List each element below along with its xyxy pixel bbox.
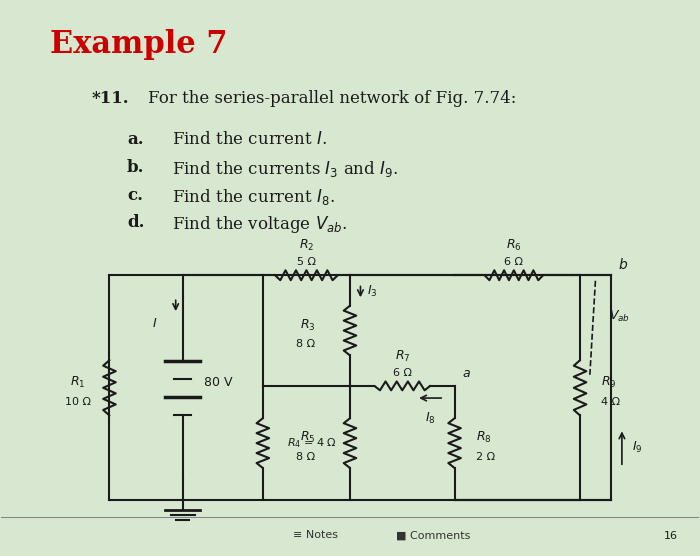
Text: $R_6$: $R_6$	[506, 238, 522, 253]
Text: $R_7$: $R_7$	[395, 349, 410, 364]
Text: $R_2$: $R_2$	[299, 238, 314, 253]
Text: Find the voltage $V_{ab}$.: Find the voltage $V_{ab}$.	[172, 215, 347, 235]
Text: b.: b.	[127, 159, 144, 176]
Text: 80 V: 80 V	[204, 376, 232, 389]
Text: 6 Ω: 6 Ω	[393, 368, 412, 378]
Text: $R_5$: $R_5$	[300, 430, 315, 445]
Text: $I_8$: $I_8$	[425, 411, 435, 426]
Text: $R_3$: $R_3$	[300, 317, 315, 332]
Text: $R_9$: $R_9$	[601, 375, 617, 390]
Text: $I$: $I$	[152, 317, 158, 330]
Text: 8 Ω: 8 Ω	[296, 452, 315, 462]
Text: Find the current $I$.: Find the current $I$.	[172, 131, 328, 148]
Text: $a$: $a$	[461, 368, 470, 380]
Text: Find the currents $I_3$ and $I_9$.: Find the currents $I_3$ and $I_9$.	[172, 159, 398, 179]
Text: ≡ Notes: ≡ Notes	[293, 530, 337, 540]
Text: Example 7: Example 7	[50, 29, 228, 60]
Text: $I_3$: $I_3$	[368, 284, 378, 299]
Text: 4 Ω: 4 Ω	[601, 396, 620, 406]
Text: $R_4$ = 4 Ω: $R_4$ = 4 Ω	[287, 436, 337, 450]
Text: $R_8$: $R_8$	[475, 430, 491, 445]
Text: Find the current $I_8$.: Find the current $I_8$.	[172, 187, 335, 207]
Text: 8 Ω: 8 Ω	[296, 339, 315, 349]
Text: 6 Ω: 6 Ω	[504, 257, 524, 267]
Text: 16: 16	[664, 531, 678, 541]
Text: $R_1$: $R_1$	[71, 375, 86, 390]
Text: d.: d.	[127, 215, 144, 231]
Text: For the series-parallel network of Fig. 7.74:: For the series-parallel network of Fig. …	[148, 90, 516, 107]
Text: *11.: *11.	[92, 90, 130, 107]
Text: a.: a.	[127, 131, 144, 148]
Text: 2 Ω: 2 Ω	[475, 452, 495, 462]
Text: $V_{ab}$: $V_{ab}$	[610, 309, 631, 324]
Text: c.: c.	[127, 187, 143, 203]
Text: ■ Comments: ■ Comments	[396, 530, 471, 540]
Text: $I_9$: $I_9$	[632, 440, 643, 455]
Text: 5 Ω: 5 Ω	[297, 257, 316, 267]
Text: 10 Ω: 10 Ω	[65, 396, 91, 406]
Text: $b$: $b$	[618, 257, 629, 272]
